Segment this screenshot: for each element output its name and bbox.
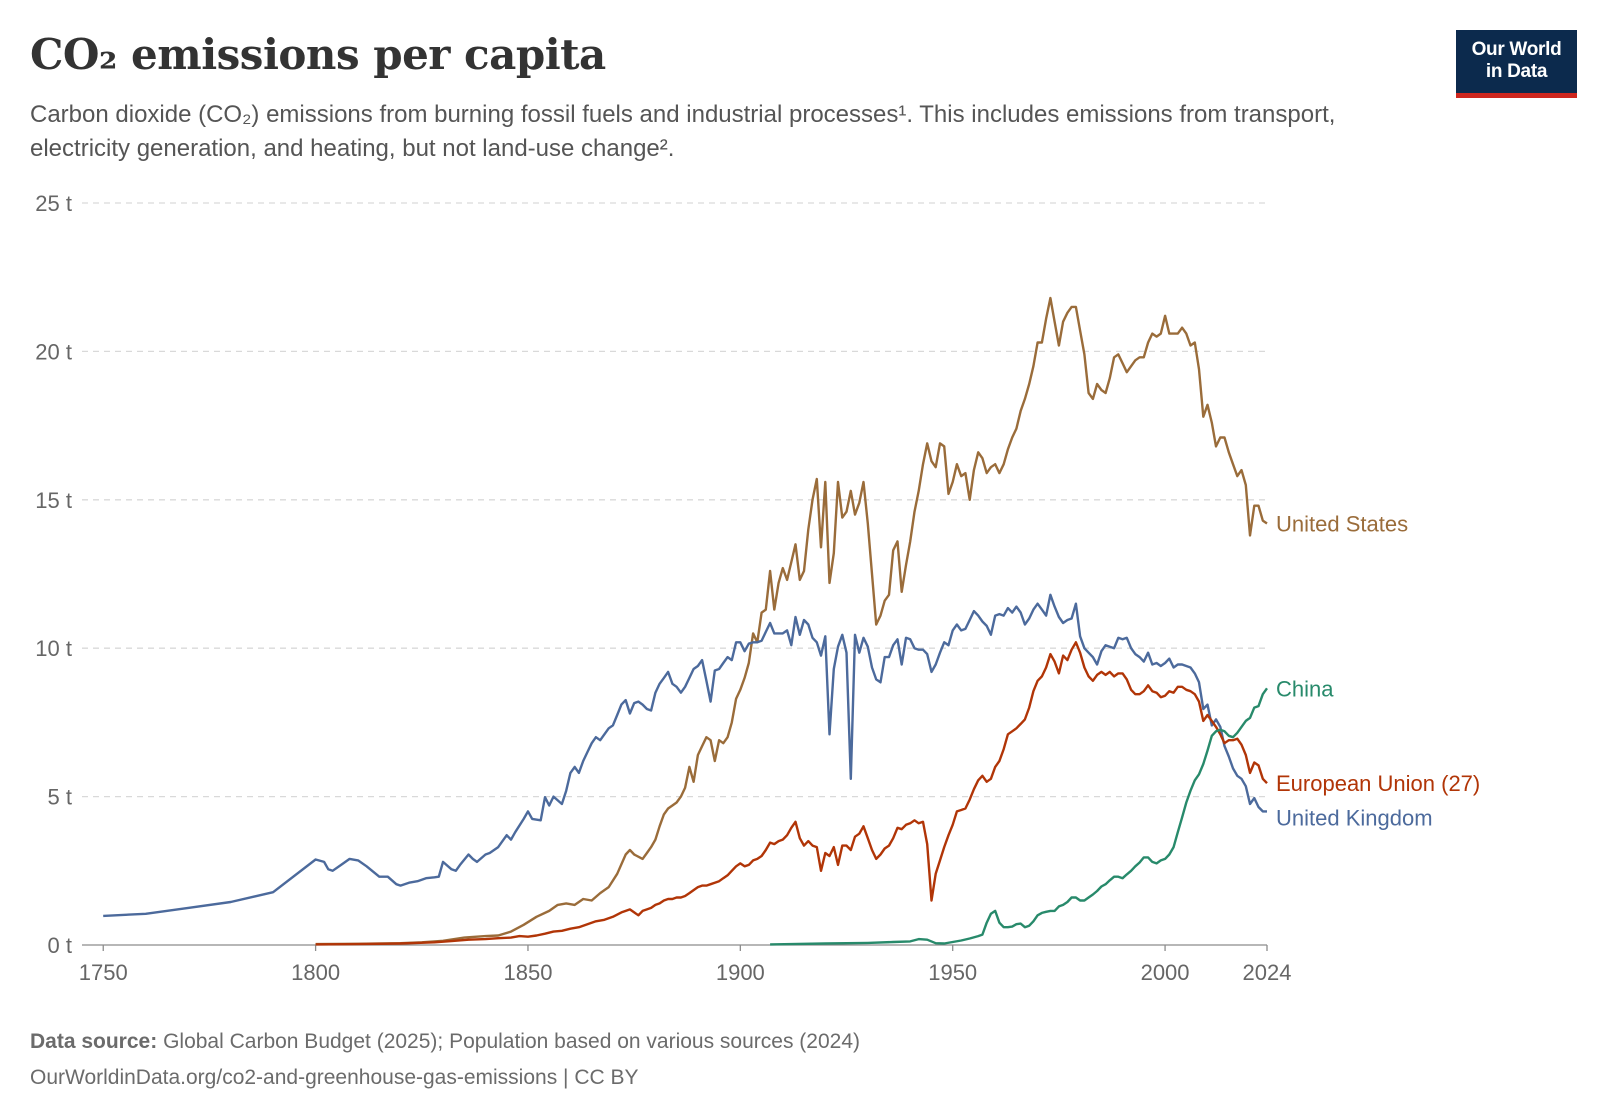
logo-line-1: Our World [1471, 39, 1562, 60]
series-label: China [1276, 676, 1334, 701]
data-source-text: Global Carbon Budget (2025); Population … [163, 1030, 860, 1053]
data-source-label: Data source: [30, 1030, 158, 1053]
series-line[interactable] [315, 641, 1268, 946]
y-tick-label: 15 t [35, 488, 72, 513]
series-line[interactable] [770, 687, 1268, 946]
y-tick-label: 0 t [48, 933, 72, 958]
x-tick-label: 1900 [716, 960, 765, 985]
chart-subtitle: Carbon dioxide (CO₂) emissions from burn… [30, 101, 1336, 162]
y-axis-ticks: 0 t 5 t 10 t 15 t 20 t 25 t [35, 191, 72, 958]
x-tick-label: 1750 [79, 960, 128, 985]
logo-line-2: in Data [1485, 61, 1548, 82]
x-tick-label: 2000 [1141, 960, 1190, 985]
series-line[interactable] [103, 593, 1267, 918]
chart-title: CO₂ emissions per capita [30, 30, 606, 79]
series-label: European Union (27) [1276, 771, 1480, 796]
y-tick-label: 10 t [35, 636, 72, 661]
owid-logo[interactable]: Our World in Data [1456, 30, 1577, 98]
data-source-line: Data source: Global Carbon Budget (2025)… [30, 1030, 860, 1054]
series-label: United States [1276, 512, 1408, 537]
x-tick-label: 2024 [1243, 960, 1292, 985]
series-label: United Kingdom [1276, 805, 1433, 830]
y-tick-label: 20 t [35, 339, 72, 364]
source-link[interactable]: OurWorldinData.org/co2-and-greenhouse-ga… [30, 1066, 639, 1089]
y-tick-label: 25 t [35, 191, 72, 216]
series-line[interactable] [315, 296, 1268, 946]
x-tick-label: 1800 [291, 960, 340, 985]
x-tick-label: 1950 [928, 960, 977, 985]
series-lines [103, 296, 1268, 946]
y-tick-label: 5 t [48, 785, 72, 810]
grid-lines [82, 202, 1267, 798]
x-axis: 1750 1800 1850 1900 1950 2000 2024 [79, 944, 1292, 985]
series-labels: United States United Kingdom European Unio… [1276, 512, 1480, 831]
x-tick-label: 1850 [503, 960, 552, 985]
